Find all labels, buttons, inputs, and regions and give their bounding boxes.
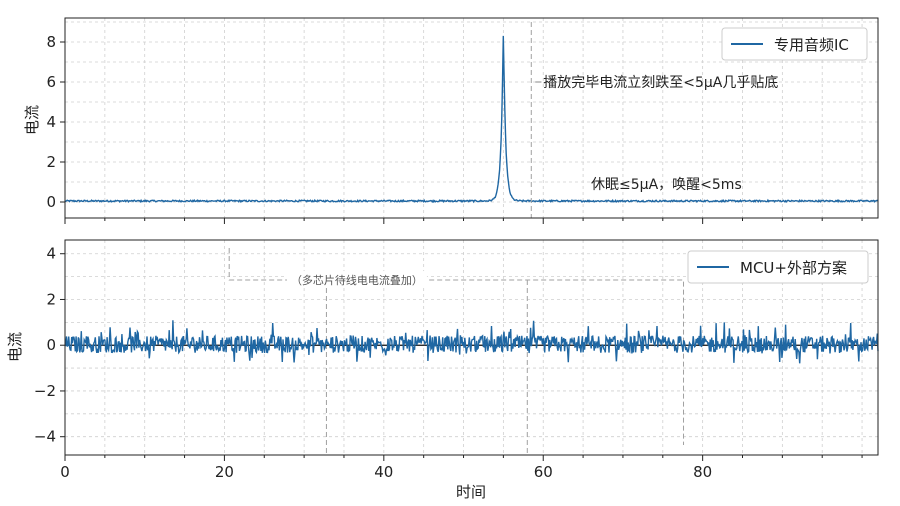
y-tick-label: 2 [46, 153, 56, 171]
y-tick-label: 4 [46, 245, 56, 263]
annotation-label-bg [286, 271, 427, 288]
y-tick-label: −4 [34, 428, 56, 446]
top-legend: 专用音频IC [721, 27, 868, 61]
x-tick-label: 20 [215, 463, 234, 481]
bottom-legend: MCU+外部方案 [687, 250, 869, 284]
y-tick-label: −2 [34, 382, 56, 400]
top-legend-label: 专用音频IC [774, 36, 849, 54]
top-ticks: 0 2 4 6 8 [46, 33, 863, 224]
y-tick-label: 0 [46, 193, 56, 211]
x-tick-label: 0 [60, 463, 70, 481]
annotation-bracket [228, 248, 685, 445]
y-tick-label: 0 [46, 336, 56, 354]
bottom-legend-box [687, 250, 869, 284]
y-tick-label: 8 [46, 33, 56, 51]
bottom-legend-label: MCU+外部方案 [740, 259, 847, 277]
top-legend-box [721, 27, 868, 61]
y-tick-label: 4 [46, 113, 56, 131]
x-tick-label: 80 [693, 463, 712, 481]
x-tick-label: 60 [534, 463, 553, 481]
y-tick-label: 6 [46, 73, 56, 91]
bottom-panel: （多芯片待线电电流叠加） 420−2−40 20 40 60 80 电流 时间 MCU+… [6, 239, 879, 501]
annotation-playback: 播放完毕电流立刻跌至<5μA几乎贴底 [543, 75, 778, 91]
annotation-sleep: 休眠≤5μA，唤醒<5ms [591, 176, 742, 193]
top-plot-frame [64, 17, 879, 219]
bottom-ticks: 420−2−40 20 40 60 80 [34, 245, 863, 481]
bottom-plot-frame [64, 239, 879, 456]
annotation-multichip: （多芯片待线电电流叠加） [291, 273, 423, 287]
bottom-ylabel: 电流 [6, 332, 24, 362]
y-tick-label: 2 [46, 290, 56, 308]
series-line [64, 320, 879, 364]
bottom-xlabel: 时间 [456, 483, 486, 501]
top-series-line [64, 35, 879, 204]
series-line [64, 35, 879, 204]
top-ylabel: 电流 [23, 105, 41, 135]
bottom-annotations: （多芯片待线电电流叠加） [228, 248, 685, 455]
bottom-series-line [64, 320, 879, 364]
x-tick-label: 40 [374, 463, 393, 481]
